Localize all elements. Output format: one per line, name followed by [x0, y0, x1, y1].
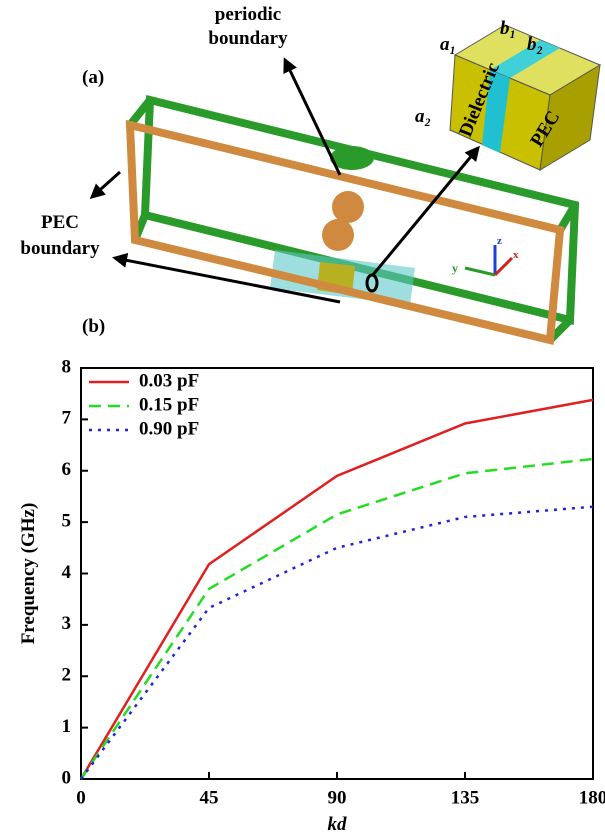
x-tick-label: 0 — [76, 787, 86, 808]
diagram: z y x a₁ a₂ b₁ b₂ Dielectric PEC (a) per… — [20, 4, 600, 340]
page: z y x a₁ a₂ b₁ b₂ Dielectric PEC (a) per… — [0, 0, 605, 839]
cube-label: a₁ — [440, 34, 456, 55]
annotation: boundary — [208, 28, 288, 49]
axis-y — [465, 268, 495, 275]
y-tick-label: 5 — [62, 510, 72, 531]
legend-label: 0.15 pF — [139, 394, 199, 415]
series-line — [81, 400, 593, 779]
annotation: periodic — [215, 4, 282, 25]
y-tick-label: 1 — [62, 716, 72, 737]
pad — [332, 191, 364, 223]
annotation: PEC — [41, 212, 79, 233]
axis-label: x — [513, 249, 519, 261]
y-tick-label: 0 — [62, 767, 72, 788]
pad — [322, 219, 354, 251]
y-tick-label: 3 — [62, 613, 72, 634]
x-tick-label: 90 — [328, 787, 347, 808]
cube-label: a₂ — [415, 106, 431, 127]
cube-label: b₁ — [500, 18, 516, 39]
cube-label: b₂ — [527, 34, 543, 55]
figure: z y x a₁ a₂ b₁ b₂ Dielectric PEC (a) per… — [0, 0, 605, 839]
y-tick-label: 8 — [62, 356, 72, 377]
y-tick-label: 4 — [62, 562, 72, 583]
annotation: boundary — [20, 238, 100, 259]
arrow — [285, 60, 340, 175]
axis-label: z — [497, 235, 502, 247]
y-tick-label: 6 — [62, 459, 72, 480]
y-tick-label: 2 — [62, 665, 72, 686]
axis-label: y — [452, 261, 458, 275]
series-line — [81, 507, 593, 779]
legend-label: 0.03 pF — [139, 370, 199, 391]
legend-label: 0.90 pF — [139, 418, 199, 439]
series-line — [81, 459, 593, 779]
y-axis-label: Frequency (GHz) — [18, 503, 39, 645]
x-tick-label: 135 — [451, 787, 480, 808]
panel-label: (a) — [82, 67, 104, 88]
x-tick-label: 180 — [579, 787, 605, 808]
x-tick-label: 45 — [200, 787, 219, 808]
panel-label: (b) — [82, 316, 105, 337]
y-tick-label: 7 — [62, 408, 72, 429]
x-axis-label: kd — [328, 814, 348, 835]
arrow — [92, 172, 120, 197]
axis-x — [495, 258, 512, 275]
